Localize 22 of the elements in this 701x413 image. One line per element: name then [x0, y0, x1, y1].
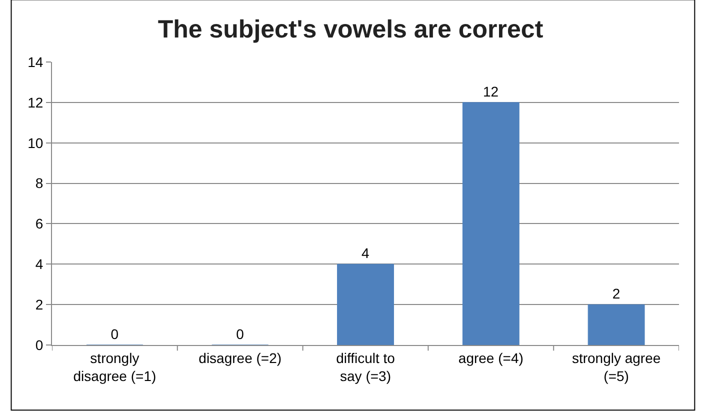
y-tick-label: 10 — [28, 134, 44, 151]
data-label: 2 — [612, 286, 620, 302]
bar — [337, 264, 394, 345]
data-label: 4 — [362, 245, 370, 262]
data-label: 12 — [483, 83, 499, 100]
bar — [588, 304, 645, 345]
y-tick-label: 8 — [35, 175, 44, 192]
y-tick-label: 4 — [35, 256, 44, 272]
bar — [462, 102, 520, 345]
x-tick-label: agree (=4) — [458, 350, 524, 366]
y-tick-label: 14 — [28, 54, 44, 70]
y-tick-label: 2 — [35, 296, 44, 312]
x-tick-label: strongly disagree (=1) — [73, 350, 156, 384]
x-tick-label: strongly agree (=5) — [572, 350, 661, 384]
data-label: 0 — [236, 326, 244, 342]
y-tick-label: 12 — [28, 94, 44, 110]
x-tick-label: disagree (=2) — [198, 350, 282, 366]
data-label: 0 — [110, 326, 119, 342]
chart-title: The subject's vowels are correct — [158, 16, 544, 44]
y-tick-label: 0 — [35, 336, 44, 353]
y-tick-label: 6 — [35, 216, 44, 232]
x-tick-label: difficult to say (=3) — [336, 350, 396, 384]
